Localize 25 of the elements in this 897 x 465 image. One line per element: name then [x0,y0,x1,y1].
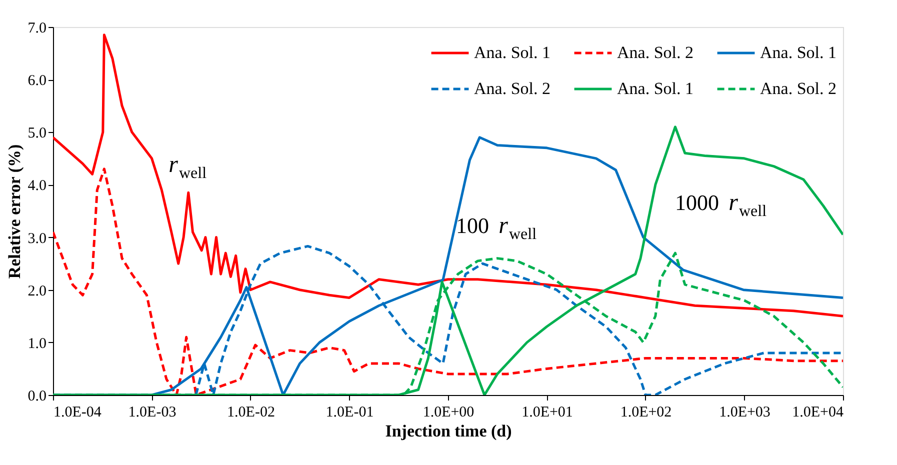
legend-label: Ana. Sol. 1 [760,43,836,62]
y-tick-label: 5.0 [28,126,46,142]
y-tick-label: 7.0 [28,20,46,36]
legend-label: Ana. Sol. 1 [474,43,550,62]
x-tick-label: 1.0E+04 [792,404,844,420]
x-tick-label: 1.0E-03 [128,404,176,420]
y-axis-title: Relative error (%) [4,144,24,279]
x-tick-label: 1.0E-01 [326,404,374,420]
x-axis-title: Injection time (d) [385,422,512,440]
y-tick-label: 1.0 [28,336,46,352]
y-tick-label: 0.0 [28,388,46,404]
x-tick-label: 1.0E+00 [422,404,474,420]
x-tick-label: 1.0E-02 [227,404,275,420]
x-tick-label: 1.0E+02 [620,404,672,420]
legend-label: Ana. Sol. 2 [474,79,550,98]
x-tick-label: 1.0E+03 [719,404,770,420]
y-tick-label: 6.0 [28,73,46,90]
x-tick-label: 1.0E+01 [522,404,573,420]
y-tick-label: 2.0 [28,283,46,300]
legend-label: Ana. Sol. 2 [617,43,694,62]
y-tick-label: 3.0 [28,230,46,247]
y-tick-label: 4.0 [28,178,46,194]
legend-label: Ana. Sol. 2 [760,79,836,98]
legend-label: Ana. Sol. 1 [617,79,694,98]
x-tick-label: 1.0E-04 [54,404,102,420]
